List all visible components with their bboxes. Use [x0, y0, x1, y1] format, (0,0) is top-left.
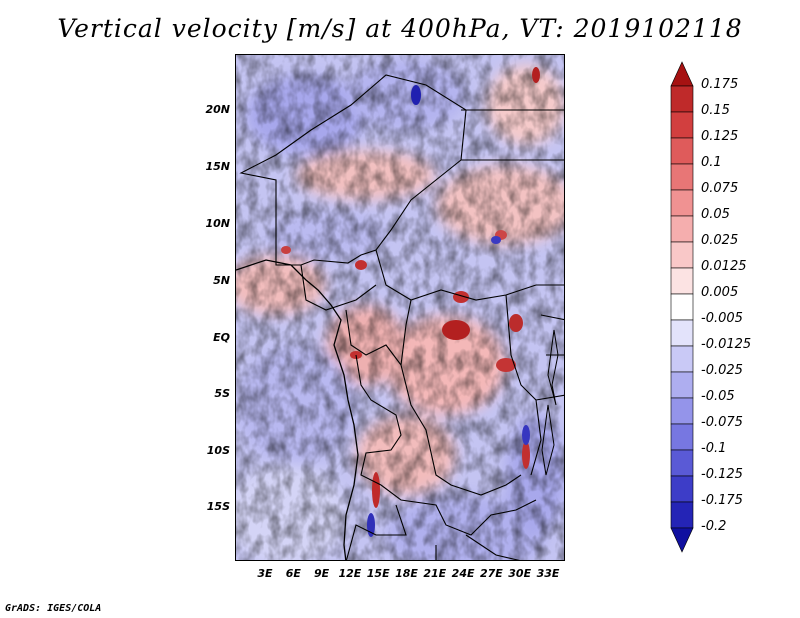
lon-label: 18E	[395, 567, 418, 580]
lat-label: EQ	[213, 331, 230, 344]
colorbar-swatch	[670, 163, 694, 191]
lat-label: 10N	[205, 217, 230, 230]
colorbar-swatch	[670, 345, 694, 373]
chart-title: Vertical velocity [m/s] at 400hPa, VT: 2…	[57, 14, 743, 43]
colorbar-label: -0.0125	[701, 337, 752, 352]
colorbar-swatch	[670, 423, 694, 451]
lon-label: 3E	[257, 567, 273, 580]
lat-label: 15S	[206, 500, 230, 513]
colorbar-label: 0.175	[701, 77, 739, 92]
map-panel	[235, 54, 565, 561]
colorbar-label: 0.075	[701, 181, 739, 196]
colorbar-label: -0.075	[701, 415, 743, 430]
lon-label: 21E	[423, 567, 447, 580]
colorbar-swatch	[670, 85, 694, 113]
colorbar-label: -0.05	[701, 389, 735, 404]
velocity-field	[236, 55, 564, 560]
grads-credit: GrADS: IGES/COLA	[5, 603, 102, 614]
lon-label: 15E	[366, 567, 390, 580]
colorbar-swatch	[670, 137, 694, 165]
colorbar-swatch	[670, 449, 694, 477]
colorbar-label: -0.175	[701, 493, 743, 508]
lon-label: 24E	[451, 567, 475, 580]
colorbar-swatch	[670, 293, 694, 321]
lakes	[541, 329, 559, 476]
colorbar-label: -0.125	[701, 467, 743, 482]
colorbar-swatch	[670, 319, 694, 347]
colorbar-swatch	[670, 371, 694, 399]
colorbar-label: -0.2	[701, 519, 727, 534]
lat-label: 10S	[206, 444, 230, 457]
colorbar-swatch	[670, 189, 694, 217]
lat-label: 20N	[205, 103, 230, 116]
colorbar-swatch	[670, 501, 694, 529]
colorbar-swatch	[670, 475, 694, 503]
colorbar-label: 0.025	[701, 233, 739, 248]
colorbar	[670, 61, 694, 553]
colorbar-label: -0.005	[701, 311, 743, 326]
colorbar-swatch	[670, 215, 694, 243]
speckle-light	[236, 55, 564, 560]
lat-label: 15N	[205, 160, 230, 173]
colorbar-label: 0.125	[701, 129, 739, 144]
lon-label: 12E	[338, 567, 362, 580]
lat-label: 5S	[214, 387, 230, 400]
lon-label: 30E	[508, 567, 532, 580]
lon-label: 27E	[479, 567, 503, 580]
colorbar-label: 0.005	[701, 285, 739, 300]
coastline	[236, 259, 359, 560]
colorbar-swatch	[670, 111, 694, 139]
lat-label: 5N	[213, 274, 230, 287]
colorbar-top-arrow	[670, 61, 694, 87]
lon-label: 6E	[285, 567, 301, 580]
colorbar-label: 0.05	[701, 207, 730, 222]
colorbar-label: 0.0125	[701, 259, 747, 274]
colorbar-swatch	[670, 267, 694, 295]
colorbar-bottom-arrow	[670, 527, 694, 553]
colorbar-label: 0.15	[701, 103, 730, 118]
colorbar-swatch	[670, 397, 694, 425]
colorbar-label: -0.1	[701, 441, 727, 456]
lon-label: 33E	[536, 567, 560, 580]
lon-label: 9E	[314, 567, 330, 580]
colorbar-label: 0.1	[701, 155, 722, 170]
country-borders	[239, 74, 564, 560]
colorbar-swatch	[670, 241, 694, 269]
colorbar-label: -0.025	[701, 363, 743, 378]
